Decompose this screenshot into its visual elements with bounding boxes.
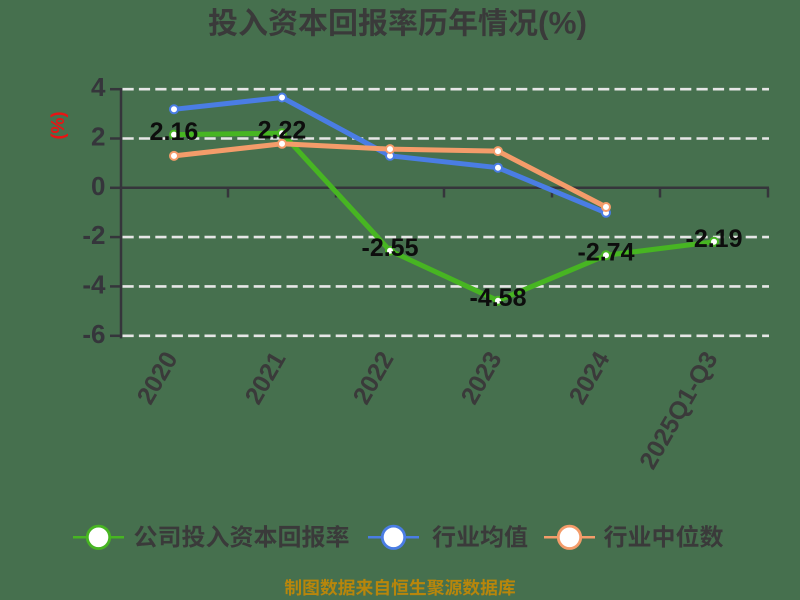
svg-text:-4: -4 (82, 269, 106, 299)
svg-text:(%): (%) (538, 5, 587, 41)
svg-text:-2.74: -2.74 (578, 239, 635, 267)
svg-text:(%): (%) (48, 112, 68, 140)
svg-text:-2: -2 (82, 220, 105, 250)
svg-text:-2.19: -2.19 (686, 225, 743, 253)
svg-text:0: 0 (91, 171, 105, 201)
svg-text:2.22: 2.22 (258, 117, 307, 145)
svg-text:2: 2 (91, 122, 105, 152)
svg-text:-6: -6 (82, 319, 105, 349)
svg-text:-2.55: -2.55 (362, 234, 419, 262)
svg-text:4: 4 (91, 72, 106, 102)
svg-text:-4.58: -4.58 (470, 284, 527, 312)
svg-text:2.16: 2.16 (150, 118, 199, 146)
